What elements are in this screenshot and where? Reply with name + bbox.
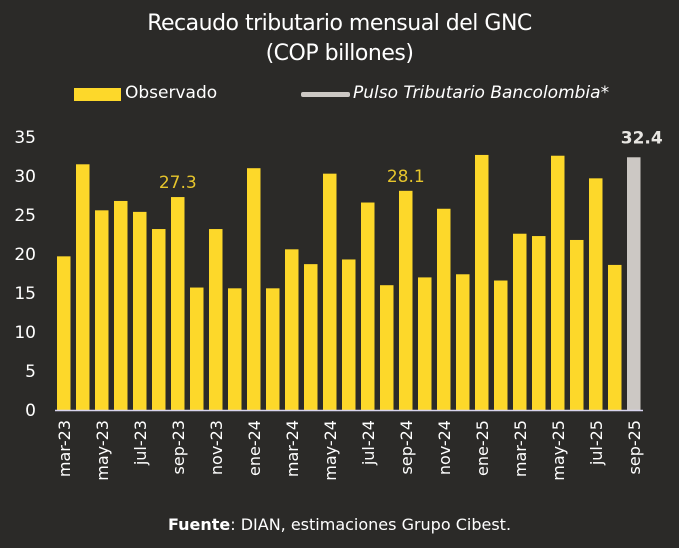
- bar-observado: [380, 285, 394, 410]
- source-footer: Fuente: DIAN, estimaciones Grupo Cibest.: [0, 515, 679, 534]
- legend-label-pulso: Pulso Tributario Bancolombia*: [353, 83, 610, 103]
- y-tick-label: 30: [14, 167, 36, 187]
- x-tick-label: jul-24: [359, 420, 378, 466]
- x-tick-label: sep-23: [169, 420, 188, 474]
- x-tick-label: mar-25: [511, 420, 530, 477]
- legend-label-observado: Observado: [125, 83, 218, 103]
- bar-observado: [361, 202, 375, 410]
- bar-observado: [570, 239, 584, 410]
- x-tick-label: may-25: [549, 420, 568, 481]
- y-tick-label: 0: [25, 401, 36, 421]
- bar-observado: [418, 277, 432, 410]
- y-tick-label: 35: [14, 128, 36, 148]
- x-tick-label: sep-25: [625, 420, 644, 474]
- bar-observado: [304, 264, 318, 410]
- x-tick-label: nov-23: [207, 420, 226, 475]
- bar-observado: [551, 155, 565, 410]
- bar-observado: [114, 200, 128, 410]
- bar-observado: [133, 211, 147, 410]
- bar-observado: [456, 274, 470, 410]
- legend-swatch-pulso: [301, 92, 350, 97]
- y-tick-label: 25: [14, 206, 36, 226]
- x-tick-label: ene-24: [245, 420, 264, 476]
- bar-pulso: [627, 157, 641, 410]
- x-tick-label: mar-23: [55, 420, 74, 477]
- x-tick-label: sep-24: [397, 420, 416, 474]
- x-tick-label: mar-24: [283, 420, 302, 477]
- data-label: 27.3: [159, 173, 197, 193]
- footer-label: Fuente: [167, 515, 231, 534]
- x-tick-label: jul-25: [587, 420, 606, 466]
- bar-observado: [285, 249, 299, 410]
- bar-observado: [95, 210, 109, 410]
- x-tick-label: may-23: [93, 420, 112, 481]
- chart-subtitle: (COP billones): [265, 41, 414, 66]
- x-tick-label: nov-24: [435, 420, 454, 475]
- y-tick-label: 5: [25, 362, 36, 382]
- bar-observado: [57, 256, 71, 410]
- bar-observado: [342, 259, 356, 410]
- bar-observado: [228, 288, 242, 410]
- bar-observado: [608, 264, 622, 410]
- bar-observado: [437, 208, 451, 410]
- bar-observado: [399, 190, 413, 410]
- y-tick-label: 20: [14, 245, 36, 265]
- bar-observado: [323, 173, 337, 410]
- bar-observado: [190, 287, 204, 410]
- bar-observado: [475, 154, 489, 410]
- footer-text: : DIAN, estimaciones Grupo Cibest.: [230, 515, 512, 534]
- bar-observado: [494, 280, 508, 410]
- x-tick-label: may-24: [321, 420, 340, 481]
- bar-observado: [266, 288, 280, 410]
- data-label: 32.4: [621, 128, 663, 148]
- bar-observado: [152, 229, 166, 410]
- x-tick-label: jul-23: [131, 420, 150, 466]
- bar-observado: [247, 168, 261, 410]
- x-tick-label: ene-25: [473, 420, 492, 476]
- legend-swatch-observado: [74, 88, 121, 101]
- data-label: 28.1: [387, 167, 425, 187]
- chart-title: Recaudo tributario mensual del GNC: [147, 11, 532, 36]
- y-tick-label: 15: [14, 284, 36, 304]
- bar-observado: [76, 164, 90, 410]
- bar-observado: [209, 229, 223, 410]
- y-tick-label: 10: [14, 323, 36, 343]
- bar-observado: [532, 236, 546, 410]
- bar-observado: [589, 178, 603, 410]
- bar-observado: [171, 197, 185, 410]
- bar-observado: [513, 233, 527, 410]
